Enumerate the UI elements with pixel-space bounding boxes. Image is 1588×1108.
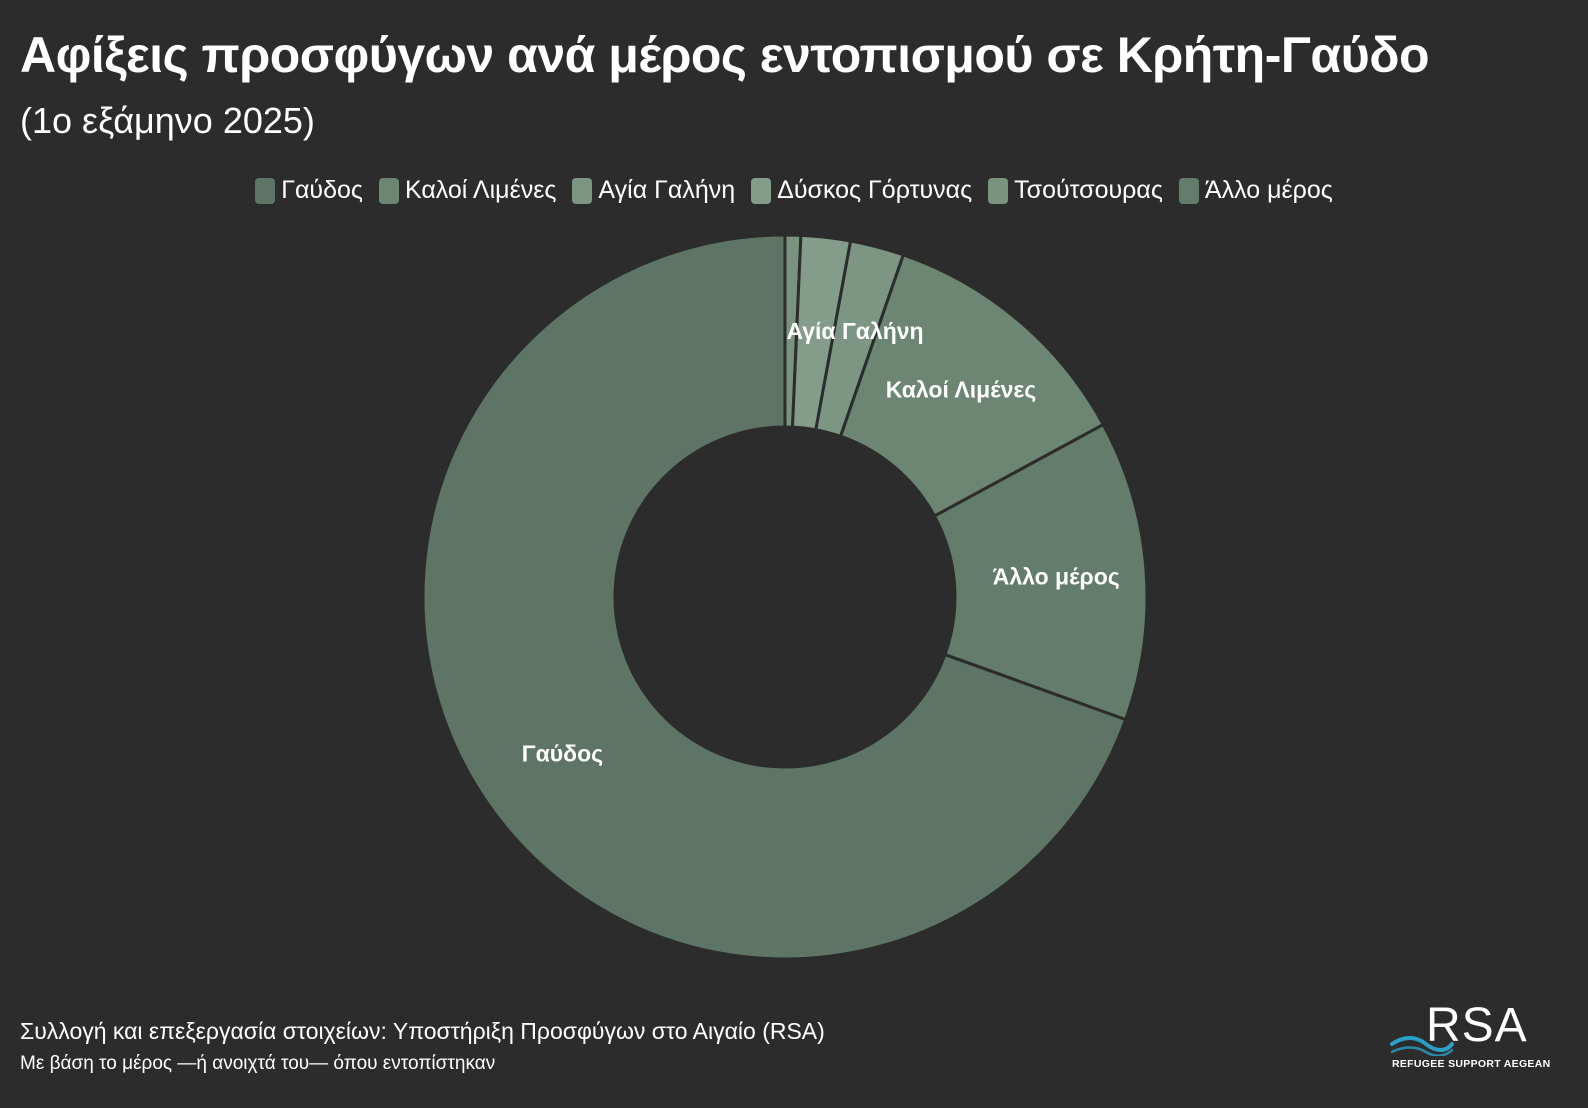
legend-swatch [751,177,772,204]
legend-item-0: Γαύδος [255,176,363,205]
chart-title: Αφίξεις προσφύγων ανά μέρος εντοπισμού σ… [20,27,1430,83]
legend-swatch [572,177,593,204]
legend-swatch [255,177,276,204]
slice-label-4: Άλλο μέρος [993,564,1120,590]
chart-legend: Γαύδος Καλοί Λιμένες Αγία Γαλήνη Δύσκος Γόρ… [0,176,1588,205]
source-credit: Συλλογή και επεξεργασία στοιχείων: Υποστ… [20,1018,825,1044]
rsa-logo-subtitle: REFUGEE SUPPORT AEGEAN [1392,1058,1551,1070]
legend-swatch [1178,177,1199,204]
legend-label: Καλοί Λιμένες [404,176,557,204]
legend-label: Τσούτσουρας [1014,176,1163,204]
slice-4 [932,422,1149,722]
legend-item-2: Αγία Γαλήνη [572,176,735,205]
legend-label: Δύσκος Γόρτυνας [777,176,973,204]
legend-label: Αγία Γαλήνη [598,176,736,204]
legend-item-1: Καλοί Λιμένες [378,176,557,205]
legend-item-5: Άλλο μέρος [1178,176,1333,205]
slice-5 [421,233,1128,961]
legend-item-3: Δύσκος Γόρτυνας [751,176,972,205]
legend-swatch [988,177,1009,204]
rsa-logo-mark: RSA [1426,999,1528,1052]
legend-label: Γαύδος [281,176,363,204]
slice-label-3: Καλοί Λιμένες [886,377,1037,403]
chart-subtitle: (1ο εξάμηνο 2025) [20,100,315,141]
legend-item-4: Τσούτσουρας [988,176,1163,205]
legend-swatch [378,177,399,204]
rsa-logo: RSA REFUGEE SUPPORT AEGEAN [1390,998,1550,1074]
footnote: Με βάση το μέρος —ή ανοιχτά του— όπου εν… [20,1053,496,1074]
slice-label-2: Αγία Γαλήνη [786,318,923,344]
slice-label-5: Γαύδος [522,740,603,766]
wave-icon [1390,1036,1454,1056]
legend-label: Άλλο μέρος [1204,176,1333,204]
slice-3 [838,252,1106,519]
